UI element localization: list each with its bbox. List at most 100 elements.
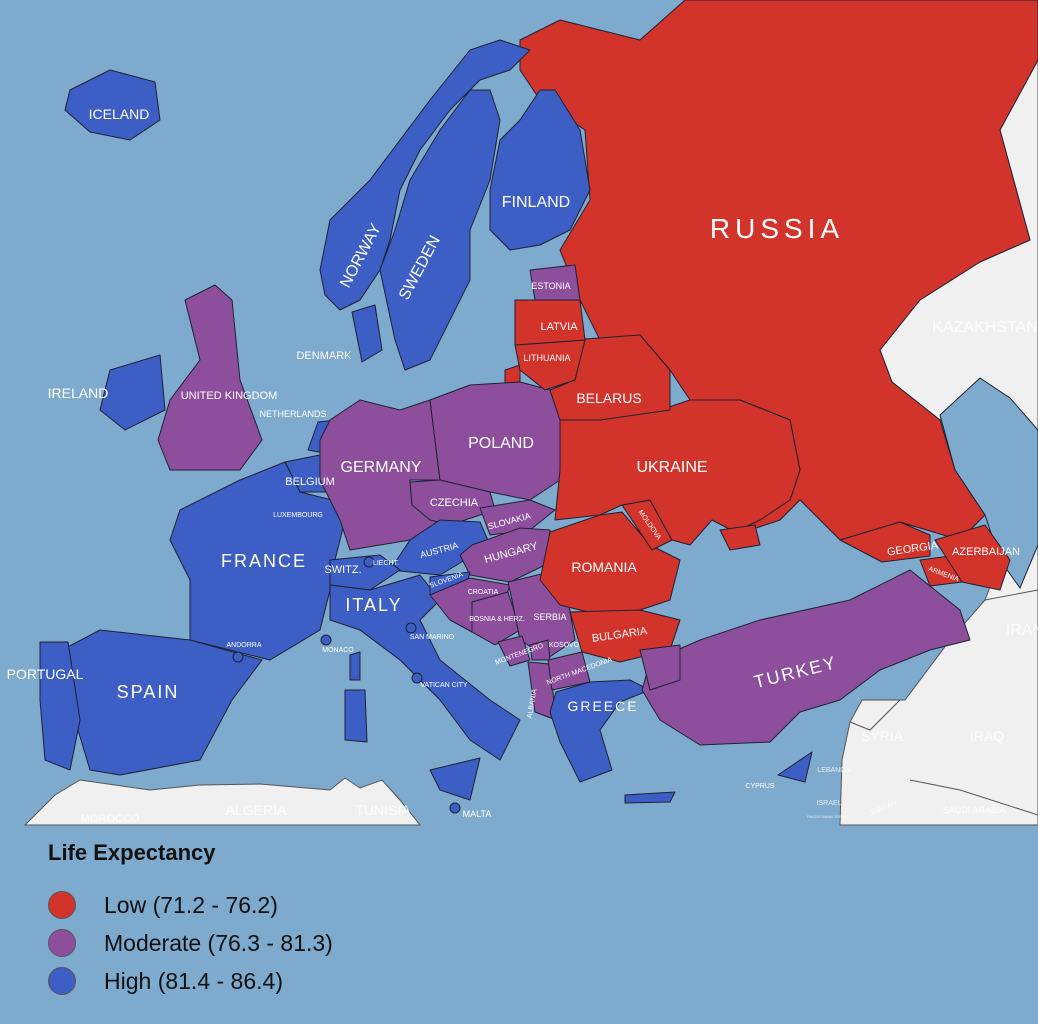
label-netherlands: NETHERLANDS [259,409,326,419]
label-denmark: DENMARK [296,350,352,362]
country-georgia[interactable] [839,521,931,563]
legend-swatch-high [48,967,76,995]
label-lebanon: LEBANON [817,767,850,774]
label-greece: GREECE [567,698,638,714]
microstate-malta[interactable] [449,802,461,814]
label-poland: POLAND [468,435,534,452]
country-portugal[interactable] [39,641,81,771]
label-romania: ROMANIA [571,559,637,575]
label-ireland: IRELAND [48,385,109,401]
label-kazakhstan: KAZAKHSTAN [932,319,1038,336]
other-region-labels: KAZAKHSTAN IRAN IRAQ SYRIA LEBANON ISRAE… [81,319,1038,825]
country-denmark[interactable] [351,304,383,363]
country-greece[interactable] [549,679,651,783]
country-slovakia[interactable] [479,499,556,536]
country-cyprus[interactable] [777,751,813,783]
legend-swatch-moderate [48,929,76,957]
legend-item-high: High (81.4 - 86.4) [48,962,333,1000]
label-czechia: CZECHIA [430,497,479,509]
microstate-monaco[interactable] [320,634,332,646]
label-estonia: ESTONIA [531,281,570,291]
country-azerbaijan[interactable] [934,524,1011,591]
label-tunisia: TUNISIA [355,802,411,818]
label-vatican: VATICAN CITY [420,682,468,689]
label-luxembourg: LUXEMBOURG [273,512,323,519]
label-ukraine: UKRAINE [636,459,707,476]
country-turkey-thrace[interactable] [639,644,681,691]
label-iceland: ICELAND [89,106,150,122]
country-czechia[interactable] [409,479,496,526]
country-norway[interactable] [319,39,531,311]
microstate-liechtenstein[interactable] [363,556,375,568]
label-finland: FINLAND [502,194,570,211]
label-russia: RUSSIA [710,213,844,244]
legend-label-high: High (81.4 - 86.4) [104,967,283,994]
country-iceland[interactable] [64,69,161,141]
microstate-san-marino[interactable] [405,622,417,634]
legend-title: Life Expectancy [48,840,216,865]
country-ukraine-crimea[interactable] [719,524,761,551]
label-serbia: SERBIA [533,612,566,622]
label-kosovo: KOSOVO [549,642,580,649]
country-romania[interactable] [539,511,681,616]
label-syria: SYRIA [861,728,904,744]
label-morocco: MOROCCO [81,813,140,825]
countries [39,0,1038,814]
label-spain: SPAIN [117,682,180,702]
label-azerbaijan: AZERBAIJAN [952,546,1020,558]
border-syria [849,699,901,731]
microstate-andorra[interactable] [232,651,244,663]
region-north-africa [23,777,422,826]
label-germany: GERMANY [341,459,422,476]
country-greece-crete[interactable] [624,791,676,804]
legend-item-moderate: Moderate (76.3 - 81.3) [48,924,333,962]
legend-label-moderate: Moderate (76.3 - 81.3) [104,929,333,956]
country-uk[interactable] [157,284,263,471]
country-italy[interactable] [329,574,521,761]
country-turkey[interactable] [641,569,971,746]
country-montenegro[interactable] [497,635,531,667]
label-belgium: BELGIUM [285,476,335,488]
legend-label-low: Low (71.2 - 76.2) [104,891,278,918]
country-finland[interactable] [489,89,591,251]
country-spain[interactable] [61,629,263,776]
country-italy-sardinia[interactable] [344,689,368,743]
country-russia[interactable] [519,0,1038,541]
label-san-marino: SAN MARINO [410,634,455,641]
label-liechtenstein: LIECHT. [373,560,399,567]
label-iran: IRAN [1006,622,1038,639]
label-croatia: CROATIA [468,589,499,596]
label-italy: ITALY [345,595,402,615]
country-hungary[interactable] [459,527,551,583]
country-france-corsica[interactable] [349,651,361,681]
label-andorra: ANDORRA [226,642,261,649]
label-france: FRANCE [221,551,307,571]
microstate-vatican[interactable] [411,672,423,684]
country-estonia[interactable] [529,264,581,301]
country-bosnia[interactable] [471,591,521,646]
label-palestinian-territories: PALESTINIAN TERRIT. [807,814,849,819]
legend-background [0,826,1038,1024]
label-portugal: PORTUGAL [7,666,84,682]
label-iraq: IRAQ [970,728,1004,744]
label-saudi-arabia: SAUDI ARABIA [943,805,1006,815]
label-cyprus: CYPRUS [745,783,775,790]
border-saudi [909,779,1038,816]
country-switzerland[interactable] [329,554,401,591]
region-middle-east [839,587,1038,826]
label-lithuania: LITHUANIA [523,353,570,363]
country-ireland[interactable] [99,354,166,431]
label-belarus: BELARUS [576,390,641,406]
label-uk: UNITED KINGDOM [181,390,278,402]
label-latvia: LATVIA [540,321,578,333]
label-monaco: MONACO [322,647,354,654]
country-italy-sicily[interactable] [429,757,481,801]
label-algeria: ALGERIA [226,802,287,818]
country-sweden[interactable] [379,89,501,371]
label-malta: MALTA [463,809,492,819]
label-bosnia: BOSNIA & HERZ. [469,616,525,623]
legend-item-low: Low (71.2 - 76.2) [48,886,333,924]
legend-swatch-low [48,891,76,919]
legend: Life Expectancy Low (71.2 - 76.2) Modera… [48,840,333,1000]
